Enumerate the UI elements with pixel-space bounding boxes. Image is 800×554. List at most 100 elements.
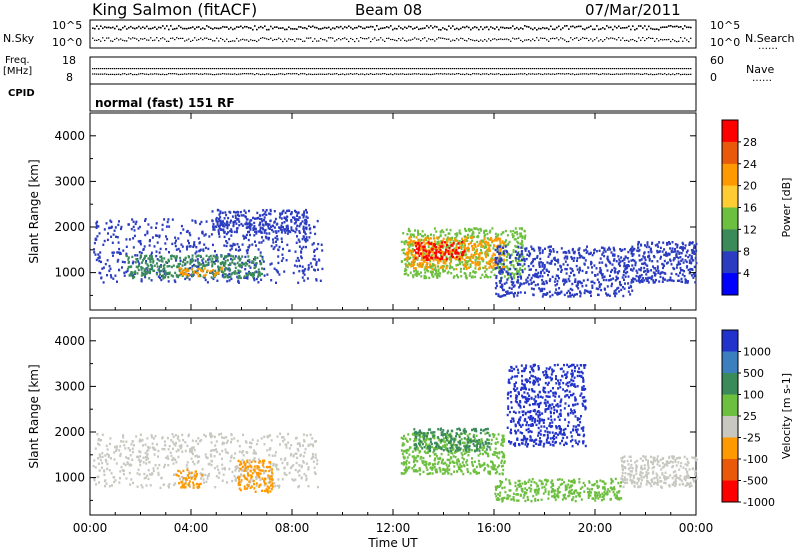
power-data-cell <box>431 257 434 260</box>
nave-trace-point <box>554 73 556 75</box>
power-data-cell <box>303 231 306 234</box>
nsearch-trace-point <box>542 37 544 39</box>
freq-trace-point <box>674 68 676 70</box>
nsearch-trace-point <box>176 37 178 39</box>
power-data-cell <box>422 245 425 248</box>
nsearch-trace-point <box>186 39 188 41</box>
power-data-cell <box>533 249 536 252</box>
power-data-cell <box>493 253 496 257</box>
power-data-cell <box>500 263 503 266</box>
power-data-cell <box>296 256 299 260</box>
nave-trace-point <box>416 73 418 75</box>
power-data-cell <box>125 252 128 255</box>
nave-trace-point <box>428 73 430 75</box>
power-data-cell <box>591 253 594 257</box>
nsky-trace-point <box>468 26 470 29</box>
power-data-cell <box>504 266 506 269</box>
power-data-cell <box>112 233 115 236</box>
power-data-cell <box>538 264 541 267</box>
power-data-cell <box>543 271 546 274</box>
velocity-data-cell <box>105 444 108 448</box>
velocity-data-cell <box>150 434 153 437</box>
power-data-cell <box>647 255 649 258</box>
power-data-cell <box>141 271 144 274</box>
power-data-cell <box>472 230 475 234</box>
nave-trace-point <box>282 73 284 75</box>
velocity-data-cell <box>166 455 169 458</box>
power-data-cell <box>576 257 579 260</box>
freq-trace-point <box>644 68 646 70</box>
power-data-cell <box>102 281 105 284</box>
velocity-data-cell <box>103 473 106 477</box>
power-data-cell <box>510 291 513 294</box>
power-data-cell <box>223 244 226 247</box>
power-data-cell <box>235 222 238 225</box>
freq-trace-point <box>386 68 388 70</box>
velocity-data-cell <box>204 453 207 456</box>
power-data-cell <box>629 284 632 288</box>
nave-trace-point <box>312 73 314 76</box>
nsearch-trace-point <box>604 39 606 41</box>
power-data-cell <box>293 222 296 225</box>
freq-trace-point <box>142 68 144 70</box>
power-data-cell <box>516 261 519 264</box>
velocity-data-cell <box>295 461 298 465</box>
power-data-cell <box>152 261 155 264</box>
velocity-data-cell <box>263 484 266 487</box>
power-data-cell <box>126 267 129 271</box>
power-data-cell <box>585 271 588 274</box>
power-data-cell <box>456 233 459 237</box>
power-data-cell <box>175 255 178 258</box>
power-data-cell <box>94 253 97 256</box>
freq-trace-point <box>654 68 656 70</box>
nsearch-trace-point <box>630 39 632 41</box>
power-data-cell <box>418 273 420 276</box>
power-data-cell <box>214 269 217 273</box>
freq-trace-point <box>364 68 366 70</box>
power-data-cell <box>130 271 133 274</box>
power-data-cell <box>247 246 250 249</box>
nave-trace-point <box>256 73 258 75</box>
nsearch-trace-point <box>300 38 302 40</box>
power-data-cell <box>532 264 535 268</box>
nsearch-trace-point <box>504 38 506 40</box>
nsky-trace-point <box>440 29 442 31</box>
power-data-cell <box>111 251 114 254</box>
freq-trace-point <box>350 68 352 70</box>
power-data-cell <box>499 270 502 273</box>
nsky-trace-point <box>210 27 212 29</box>
power-data-cell <box>292 229 295 232</box>
power-data-cell <box>276 235 279 238</box>
nave-trace-point <box>390 73 392 75</box>
power-data-cell <box>461 237 463 241</box>
velocity-data-cell <box>238 445 241 448</box>
power-data-cell <box>424 253 427 256</box>
nsearch-trace-point <box>402 37 404 39</box>
power-data-cell <box>143 245 146 248</box>
power-data-cell <box>452 255 454 259</box>
power-data-cell <box>493 244 496 247</box>
power-data-cell <box>209 254 212 258</box>
power-data-cell <box>286 229 288 232</box>
power-data-cell <box>252 273 255 277</box>
nsearch-trace-point <box>628 40 630 42</box>
velocity-data-cell <box>274 451 277 454</box>
nsearch-trace-point <box>250 39 252 41</box>
power-data-cell <box>600 288 603 292</box>
velocity-data-cell <box>160 476 163 480</box>
power-data-cell <box>495 235 497 239</box>
power-data-cell <box>246 275 249 278</box>
power-data-cell <box>500 258 503 262</box>
freq-trace-point <box>368 68 370 70</box>
power-data-cell <box>490 266 493 269</box>
velocity-data-cell <box>252 452 255 455</box>
power-data-cell <box>182 260 185 264</box>
nsky-trace-point <box>300 26 302 28</box>
power-data-cell <box>168 260 170 263</box>
power-data-cell <box>513 273 516 276</box>
power-data-cell <box>552 250 555 253</box>
power-data-cell <box>121 266 123 269</box>
power-data-cell <box>605 292 607 295</box>
power-data-cell <box>207 247 210 251</box>
velocity-data-cell <box>218 453 221 456</box>
